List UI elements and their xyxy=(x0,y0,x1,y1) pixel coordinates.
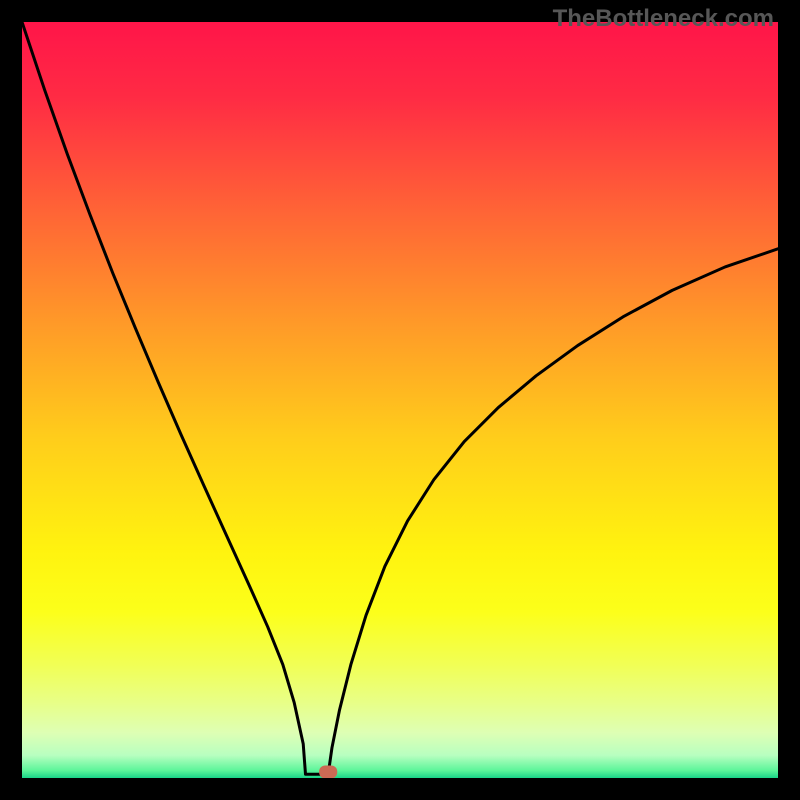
chart-frame: TheBottleneck.com xyxy=(0,0,800,800)
optimum-marker xyxy=(319,766,337,779)
chart-svg xyxy=(0,0,800,800)
gradient-background xyxy=(22,22,778,778)
watermark-text: TheBottleneck.com xyxy=(553,5,774,33)
